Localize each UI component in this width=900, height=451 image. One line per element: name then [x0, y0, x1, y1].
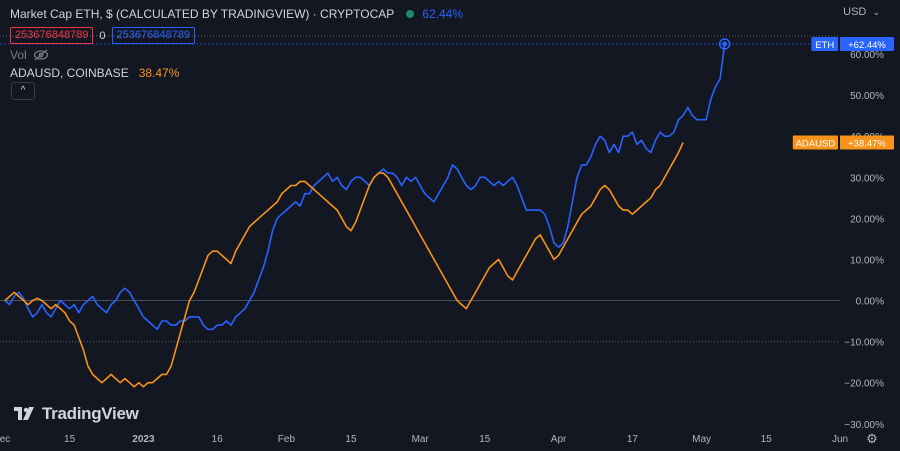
legend-eth-row: Market Cap ETH, $ (CALCULATED BY TRADING… [10, 7, 463, 21]
grid-lines [0, 35, 840, 343]
tradingview-logo[interactable]: TradingView [14, 404, 139, 424]
x-tick-label: 2023 [132, 434, 155, 445]
eth-last-point [722, 41, 728, 47]
x-tick-label: 15 [479, 434, 491, 445]
eye-hidden-icon[interactable] [33, 49, 49, 61]
legend-ada-title[interactable]: ADAUSD, COINBASE [10, 66, 129, 80]
badge-value: +62.44% [848, 40, 886, 51]
x-tick-label: 15 [64, 434, 76, 445]
legend-vol-row: Vol [10, 48, 49, 62]
x-tick-label: May [692, 434, 711, 445]
vol-label[interactable]: Vol [10, 48, 27, 62]
x-tick-label: 15 [761, 434, 773, 445]
value-box-blue: 253676848789 [111, 27, 195, 44]
settings-gear-icon[interactable]: ⚙ [866, 431, 878, 446]
badge-symbol-bg [811, 36, 838, 51]
eth-last-point-ring [718, 38, 731, 50]
x-tick-label: 16 [212, 434, 224, 445]
badge-symbol: ETH [815, 40, 834, 51]
y-tick-label: −30.00% [844, 420, 884, 431]
y-tick-label: 50.00% [850, 91, 884, 102]
badge-value: +38.47% [848, 138, 886, 149]
x-tick-label: Feb [278, 434, 296, 445]
x-tick-label: Jun [832, 434, 848, 445]
y-axis: 60.00%50.00%40.00%30.00%20.00%10.00%0.00… [844, 50, 884, 431]
y-tick-label: 60.00% [850, 50, 884, 61]
value-box-red: 253676848789 [10, 27, 94, 44]
currency-label: USD [843, 6, 867, 18]
badge-symbol-bg [792, 135, 838, 150]
y-tick-label: −10.00% [844, 338, 884, 349]
value-separator: 0 [99, 29, 106, 42]
price-badge-eth: ETH +62.44% [811, 36, 894, 51]
series-layer [4, 38, 731, 388]
legend-ada-change: 38.47% [138, 66, 180, 80]
legend-values-row: 253676848789 0 253676848789 [10, 27, 195, 44]
collapse-legend-button[interactable]: ^ [11, 82, 35, 100]
x-tick-label: ec [0, 434, 10, 445]
x-tick-label: Mar [412, 434, 430, 445]
price-badge-adausd: ADAUSD +38.47% [792, 135, 894, 150]
x-tick-label: Apr [551, 434, 567, 445]
y-tick-label: 30.00% [850, 173, 884, 184]
x-axis: ec 15 2023 16 Feb 15 Mar 15 Apr 17 May 15 Jun ⚙ [0, 431, 878, 446]
x-tick-label: 15 [345, 434, 357, 445]
y-tick-label: 0.00% [856, 297, 884, 308]
logo-text: TradingView [42, 404, 139, 423]
series-line-eth [4, 43, 726, 331]
y-tick-label: −20.00% [844, 379, 884, 390]
legend-eth-change: 62.44% [422, 7, 464, 21]
y-tick-label: 10.00% [850, 255, 884, 266]
status-dot-icon [406, 10, 415, 18]
badge-value-bg [840, 135, 894, 150]
tradingview-logo-icon [14, 407, 34, 420]
badge-value-bg [840, 36, 894, 51]
price-badges: ETH +62.44% ADAUSD +38.47% [792, 36, 894, 150]
legend-ada-row: ADAUSD, COINBASE 38.47% [10, 66, 179, 80]
chevron-down-icon: ⌄ [872, 7, 880, 17]
x-tick-label: 17 [627, 434, 639, 445]
badge-symbol: ADAUSD [796, 138, 836, 149]
y-tick-label: 20.00% [850, 214, 884, 225]
series-line-adausd [4, 142, 684, 388]
currency-selector[interactable]: USD ⌄ [843, 6, 880, 18]
legend-eth-title[interactable]: Market Cap ETH, $ (CALCULATED BY TRADING… [10, 7, 395, 21]
